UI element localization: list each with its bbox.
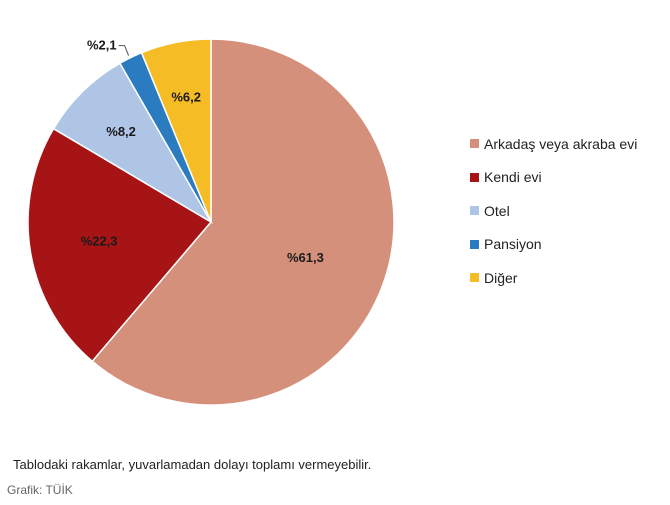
legend-item-otel: Otel (470, 194, 637, 228)
slice-value-label-kendi-evi: %22,3 (81, 234, 118, 249)
slice-value-label-arkadas-veya-akraba-evi: %61,3 (287, 250, 324, 265)
legend-item-kendi-evi: Kendi evi (470, 161, 637, 195)
legend-label: Otel (484, 202, 510, 219)
pie-slice-arkadas-veya-akraba-evi (91, 38, 395, 406)
legend-swatch (470, 239, 479, 249)
pie-value-labels: %61,3 %22,3 %8,2 %2,1 %6,2 (81, 38, 324, 265)
legend-label: Diğer (484, 269, 518, 286)
legend-label: Arkadaş veya akraba evi (484, 135, 638, 152)
legend-swatch (470, 172, 479, 182)
pie-slices (27, 38, 395, 406)
footnote: Tablodaki rakamlar, yuvarlamadan dolayı … (13, 457, 372, 472)
callout-leader-line (118, 45, 130, 56)
legend-item-pansiyon: Pansiyon (470, 228, 637, 262)
legend-label: Kendi evi (484, 169, 542, 186)
slice-value-label-otel: %8,2 (106, 124, 136, 139)
legend-label: Pansiyon (484, 236, 542, 253)
pie-slice-otel (52, 62, 214, 225)
pie-chart: %61,3 %22,3 %8,2 %2,1 %6,2 (27, 38, 395, 406)
legend-swatch (470, 273, 479, 283)
source-credit: Grafik: TÜİK (7, 483, 73, 497)
legend-item-arkadas-veya-akraba-evi: Arkadaş veya akraba evi (470, 127, 637, 161)
pie-slice-kendi-evi (27, 127, 213, 363)
legend-swatch (470, 139, 479, 149)
slice-value-label-pansiyon: %2,1 (87, 38, 117, 53)
legend-item-diger: Diğer (470, 261, 637, 295)
pie-slice-diger (140, 38, 212, 223)
slice-value-label-diger: %6,2 (171, 89, 201, 104)
chart-legend: Arkadaş veya akraba evi Kendi evi Otel Pans… (470, 127, 637, 295)
legend-swatch (470, 206, 479, 216)
